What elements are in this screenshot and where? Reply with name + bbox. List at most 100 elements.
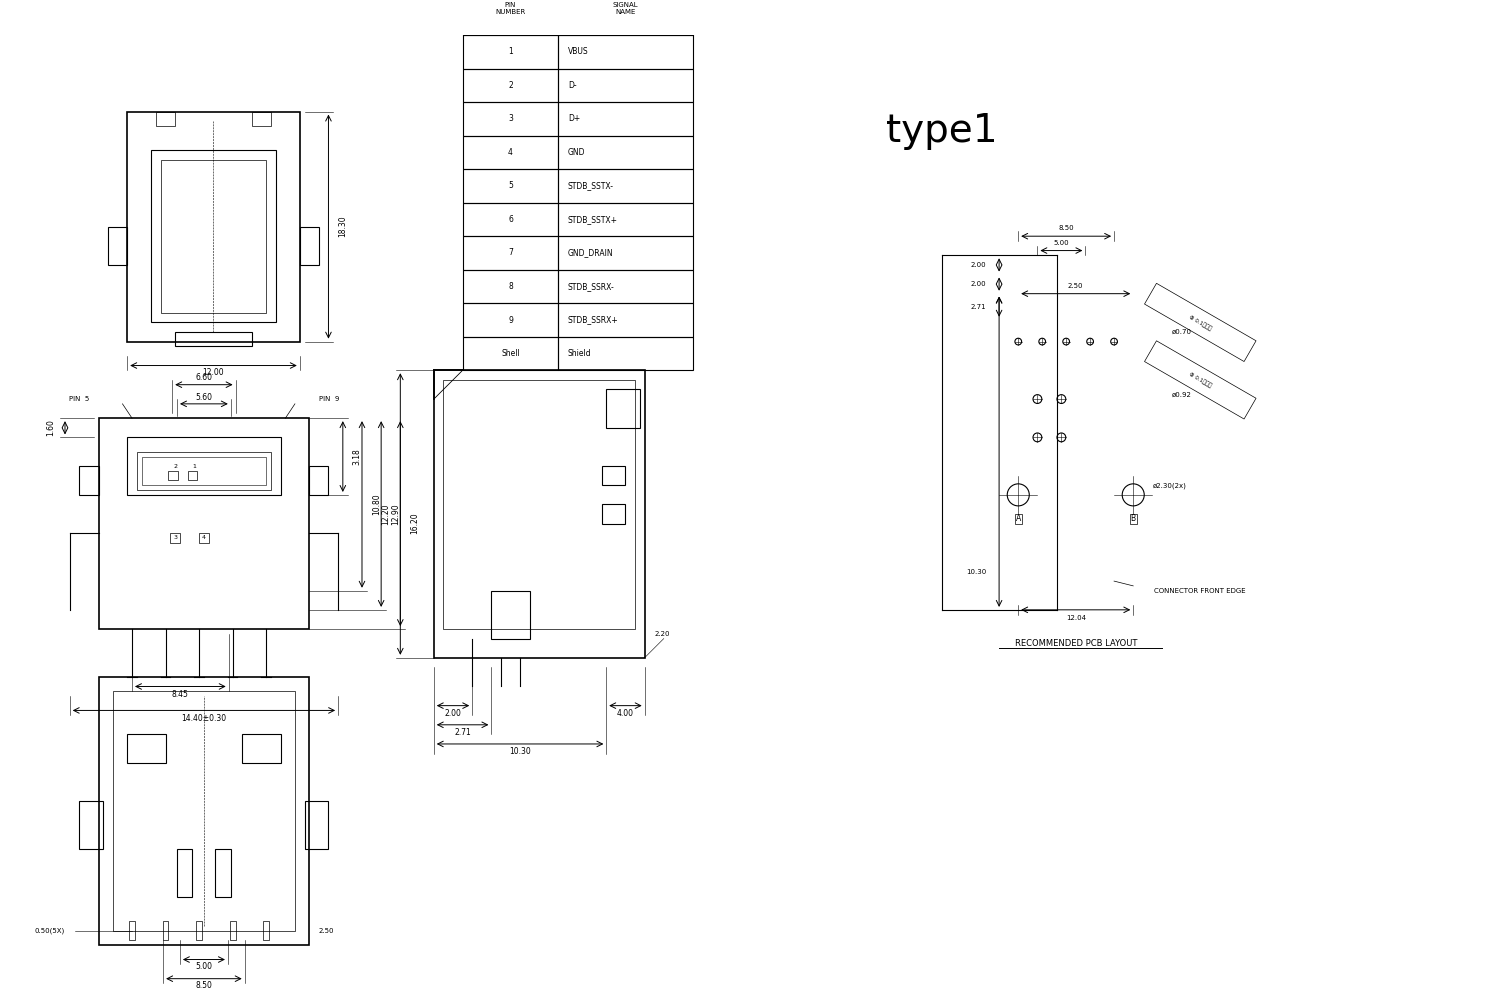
Bar	[168, 471, 178, 480]
Text: B: B	[1131, 514, 1136, 523]
Text: 18.30: 18.30	[339, 216, 348, 237]
Bar	[558, 203, 693, 236]
Text: 6.60: 6.60	[195, 373, 213, 382]
Bar	[176, 332, 252, 346]
Text: 7: 7	[509, 248, 513, 257]
Text: STDB_SSRX-: STDB_SSRX-	[568, 282, 615, 291]
Bar	[558, 0, 693, 35]
Bar	[230, 921, 236, 940]
Bar	[160, 160, 266, 313]
Text: 12.20: 12.20	[381, 503, 390, 525]
Text: GND_DRAIN: GND_DRAIN	[568, 248, 614, 257]
Text: 3: 3	[172, 535, 177, 540]
Bar	[177, 849, 192, 897]
Bar	[558, 303, 693, 337]
Bar	[558, 136, 693, 169]
Text: 2.00: 2.00	[444, 709, 462, 718]
Text: 5.00: 5.00	[195, 962, 213, 971]
Text: 2.00: 2.00	[970, 281, 987, 287]
Text: ø0.92: ø0.92	[1172, 391, 1191, 397]
Text: 0.50(5X): 0.50(5X)	[34, 928, 64, 934]
Text: 4.00: 4.00	[616, 709, 634, 718]
Text: 5.60: 5.60	[195, 393, 213, 402]
Bar	[433, 370, 645, 658]
Text: Shell: Shell	[501, 349, 520, 358]
Bar	[462, 303, 558, 337]
Text: VBUS: VBUS	[568, 47, 588, 56]
Bar	[462, 169, 558, 203]
Text: ⊕ 0.1ⓂⒶⒷ: ⊕ 0.1ⓂⒶⒷ	[1188, 314, 1212, 331]
Bar	[156, 112, 176, 126]
Bar	[216, 849, 231, 897]
Bar	[80, 801, 104, 849]
Text: D+: D+	[568, 114, 580, 123]
Text: STDB_SSRX+: STDB_SSRX+	[568, 316, 618, 325]
Bar	[129, 921, 135, 940]
Bar	[112, 691, 296, 931]
Bar	[188, 471, 196, 480]
Text: PIN  5: PIN 5	[69, 396, 88, 402]
Bar	[152, 150, 276, 322]
Bar	[304, 801, 328, 849]
Bar	[462, 0, 558, 35]
Text: RECOMMENDED PCB LAYOUT: RECOMMENDED PCB LAYOUT	[1014, 639, 1137, 648]
Text: 4: 4	[202, 535, 206, 540]
Bar	[462, 136, 558, 169]
Bar	[80, 466, 99, 495]
Text: 1.60: 1.60	[46, 419, 56, 436]
Bar	[108, 227, 128, 265]
Bar	[602, 466, 625, 485]
Text: 1: 1	[509, 47, 513, 56]
Text: 1: 1	[192, 464, 196, 469]
Bar	[141, 457, 266, 485]
FancyBboxPatch shape	[1144, 283, 1256, 362]
Bar	[99, 418, 309, 629]
Text: 2.50: 2.50	[1068, 283, 1083, 289]
Bar	[128, 112, 300, 342]
Text: 5: 5	[509, 181, 513, 190]
Bar	[462, 203, 558, 236]
Bar	[242, 734, 280, 763]
Bar	[462, 236, 558, 270]
Text: 10.30: 10.30	[509, 747, 531, 756]
Text: 8: 8	[509, 282, 513, 291]
Bar	[462, 35, 558, 69]
Bar	[558, 270, 693, 303]
Bar	[196, 921, 202, 940]
Text: ø0.70: ø0.70	[1172, 329, 1191, 335]
Text: 14.40±0.30: 14.40±0.30	[182, 714, 226, 723]
Text: ø2.30(2x): ø2.30(2x)	[1152, 482, 1186, 489]
Bar	[136, 452, 272, 490]
Bar	[200, 533, 208, 543]
Text: Shield: Shield	[568, 349, 591, 358]
Bar	[462, 69, 558, 102]
Text: 2.00: 2.00	[970, 262, 987, 268]
Bar	[99, 677, 309, 945]
Bar	[309, 466, 328, 495]
Text: GND: GND	[568, 148, 585, 157]
Text: STDB_SSTX+: STDB_SSTX+	[568, 215, 618, 224]
Bar	[462, 270, 558, 303]
Text: 2.71: 2.71	[454, 728, 471, 737]
Text: PIN  9: PIN 9	[320, 396, 339, 402]
Text: SIGNAL
NAME: SIGNAL NAME	[612, 2, 639, 15]
Bar	[602, 504, 625, 524]
Bar	[444, 380, 634, 629]
Text: 2: 2	[172, 464, 177, 469]
Text: 12.90: 12.90	[392, 503, 400, 525]
Text: ⊕ 0.1ⓂⒶⒷ: ⊕ 0.1ⓂⒶⒷ	[1188, 371, 1212, 389]
Bar	[558, 69, 693, 102]
Text: D-: D-	[568, 81, 576, 90]
Text: 8.50: 8.50	[1059, 225, 1074, 231]
Bar	[558, 169, 693, 203]
Bar	[264, 921, 268, 940]
Text: A: A	[1016, 514, 1022, 523]
Text: 10.30: 10.30	[966, 569, 987, 575]
Text: 3.18: 3.18	[352, 448, 362, 465]
Text: 2.50: 2.50	[320, 928, 334, 934]
Text: 12.04: 12.04	[1065, 615, 1086, 621]
Bar	[162, 921, 168, 940]
Bar	[558, 35, 693, 69]
Text: 4: 4	[509, 148, 513, 157]
Text: STDB_SSTX-: STDB_SSTX-	[568, 181, 614, 190]
